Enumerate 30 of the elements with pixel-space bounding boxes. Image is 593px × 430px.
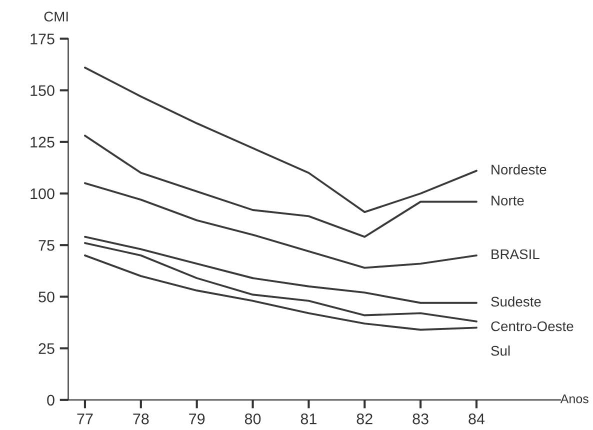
- x-tick-label: 80: [244, 414, 261, 424]
- y-tick-label: 25: [38, 343, 54, 354]
- y-tick-label: 125: [30, 136, 54, 148]
- line-series: [84, 182, 478, 269]
- line-series: [84, 134, 478, 238]
- y-tick-label: 0: [47, 394, 54, 406]
- line-series: [84, 66, 478, 214]
- y-axis-title: CMI: [44, 12, 68, 22]
- x-tick-label: 81: [300, 414, 316, 424]
- x-tick-label: 79: [189, 414, 205, 424]
- y-tick-label: 50: [38, 292, 54, 302]
- line-series: [84, 254, 478, 331]
- line-series: [84, 242, 478, 322]
- x-tick-label: 78: [133, 414, 149, 424]
- y-tick-label: 150: [30, 85, 54, 96]
- y-tick-label: 175: [30, 34, 54, 44]
- series-label: Sudeste: [491, 296, 541, 307]
- series-label: Norte: [492, 196, 524, 206]
- series-label: Centro-Oeste: [491, 321, 574, 332]
- x-tick-label: 83: [412, 414, 428, 424]
- series-label: Sul: [491, 346, 510, 356]
- series-label: BRASIL: [492, 249, 540, 260]
- y-tick-label: 75: [38, 240, 54, 251]
- x-tick-label: 77: [77, 414, 93, 424]
- x-tick-label: 82: [356, 414, 372, 424]
- x-tick-label: 84: [468, 414, 485, 424]
- series-label: Nordeste: [492, 164, 546, 175]
- x-axis-title: Anos: [560, 394, 588, 404]
- y-tick-label: 100: [30, 188, 54, 200]
- line-series: [84, 236, 478, 304]
